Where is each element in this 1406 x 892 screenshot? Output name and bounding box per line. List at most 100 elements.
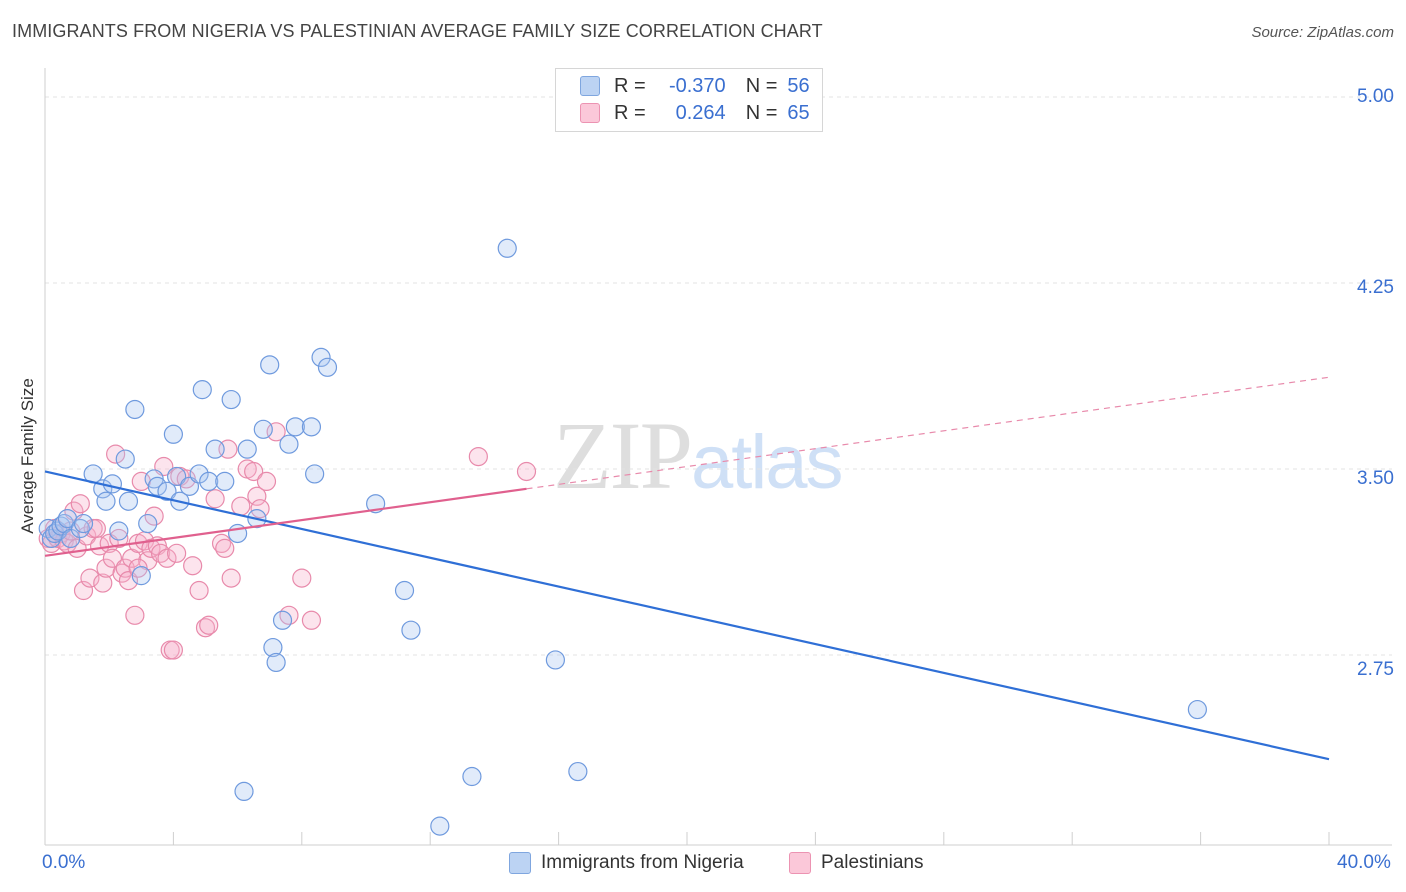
nigeria-point <box>118 491 139 511</box>
palestinians-point <box>125 605 145 625</box>
nigeria-point <box>430 816 450 836</box>
palestinians-point <box>468 447 488 467</box>
x-tick-label-min: 0.0% <box>42 852 86 873</box>
source-label: Source: ZipAtlas.com <box>1251 24 1394 41</box>
nigeria-point <box>157 481 177 501</box>
n-value: 56 <box>787 74 810 97</box>
nigeria-point <box>394 580 415 601</box>
y-tick-label: 3.50 <box>1357 468 1394 489</box>
r-value: 0.264 <box>675 101 726 124</box>
nigeria-point <box>102 474 123 494</box>
legend-swatch-nigeria <box>580 76 600 96</box>
nigeria-point <box>285 417 305 437</box>
nigeria-point <box>192 380 212 400</box>
nigeria-point <box>205 439 225 459</box>
nigeria-point <box>462 766 482 787</box>
nigeria-point <box>301 417 322 437</box>
r-label: R = <box>614 74 646 97</box>
legend-row-palestinians: R = 0.264 N = 65 <box>580 100 810 126</box>
palestinians-point <box>144 506 164 526</box>
nigeria-points <box>38 238 1207 836</box>
palestinians-point <box>167 543 187 563</box>
palestinians-point <box>106 444 126 464</box>
nigeria-point <box>199 471 219 491</box>
legend-item-nigeria: Immigrants from Nigeria <box>509 852 744 874</box>
n-label: N = <box>745 74 778 97</box>
correlation-legend: R = -0.370 N = 56 R = 0.264 N = 65 <box>555 68 823 132</box>
nigeria-point <box>260 355 280 375</box>
nigeria-point <box>311 347 331 367</box>
watermark: ZIPatlas <box>553 400 844 511</box>
nigeria-point <box>163 424 183 444</box>
n-value: 65 <box>787 101 810 124</box>
watermark-zip: ZIP <box>553 402 693 509</box>
nigeria-point <box>266 652 286 673</box>
palestinians-point <box>70 494 90 514</box>
nigeria-point <box>237 439 257 459</box>
chart-title: IMMIGRANTS FROM NIGERIA VS PALESTINIAN A… <box>12 21 823 41</box>
nigeria-point <box>272 610 293 630</box>
nigeria-point <box>497 238 517 258</box>
nigeria-point <box>568 761 588 782</box>
palestinians-point <box>189 580 209 601</box>
palestinians-point <box>183 556 203 576</box>
legend-label: Immigrants from Nigeria <box>541 852 744 873</box>
r-value: -0.370 <box>668 74 726 97</box>
nigeria-point <box>115 449 135 469</box>
grid-lines <box>45 96 1392 656</box>
nigeria-point <box>96 491 116 511</box>
nigeria-point <box>401 620 421 640</box>
legend-swatch-nigeria <box>509 852 531 874</box>
palestinians-point <box>102 548 123 568</box>
nigeria-point <box>545 650 565 670</box>
palestinians-point <box>109 528 129 549</box>
nigeria-point <box>189 464 209 484</box>
legend-swatch-palestinians <box>789 852 811 874</box>
nigeria-point <box>215 471 235 491</box>
nigeria-point <box>167 466 187 487</box>
palestinians-point <box>93 573 113 593</box>
nigeria-point <box>147 476 167 496</box>
x-tick-label-max: 40.0% <box>1337 852 1391 873</box>
legend-label: Palestinians <box>821 852 924 873</box>
palestinians-point <box>199 615 219 635</box>
nigeria-point <box>131 566 151 586</box>
series-legend: Immigrants from Nigeria Palestinians <box>0 852 1406 878</box>
palestinians-point <box>205 489 225 509</box>
legend-row-nigeria: R = -0.370 N = 56 <box>580 73 810 99</box>
nigeria-point <box>125 399 145 420</box>
palestinians-trend-extension <box>526 376 1330 490</box>
y-tick-label: 4.25 <box>1357 277 1394 298</box>
palestinians-point <box>157 548 177 568</box>
palestinians-point <box>247 486 267 506</box>
palestinians-point <box>231 496 251 516</box>
nigeria-point <box>263 637 283 658</box>
palestinians-point <box>73 580 94 601</box>
palestinians-point <box>279 605 299 625</box>
nigeria-point <box>138 513 158 534</box>
palestinians-point <box>292 568 312 588</box>
legend-item-palestinians: Palestinians <box>789 852 923 874</box>
nigeria-trend-line <box>44 470 1330 761</box>
nigeria-point <box>221 389 241 410</box>
n-label: N = <box>745 101 778 124</box>
palestinians-trend-line <box>44 487 527 557</box>
nigeria-point <box>234 781 254 802</box>
r-label: R = <box>614 101 646 124</box>
nigeria-point <box>1187 699 1207 720</box>
nigeria-point <box>305 464 325 484</box>
palestinians-point <box>221 568 241 588</box>
palestinians-point <box>77 526 97 546</box>
nigeria-point <box>279 434 299 454</box>
nigeria-point <box>73 513 94 534</box>
nigeria-point <box>109 521 129 541</box>
nigeria-point <box>61 528 81 549</box>
palestinians-point <box>215 538 235 558</box>
y-tick-label: 5.00 <box>1357 86 1394 107</box>
palestinians-point <box>244 461 264 482</box>
y-tick-label: 2.75 <box>1357 659 1394 680</box>
palestinians-point <box>195 618 216 638</box>
palestinians-point <box>516 461 537 482</box>
nigeria-point <box>317 357 338 377</box>
